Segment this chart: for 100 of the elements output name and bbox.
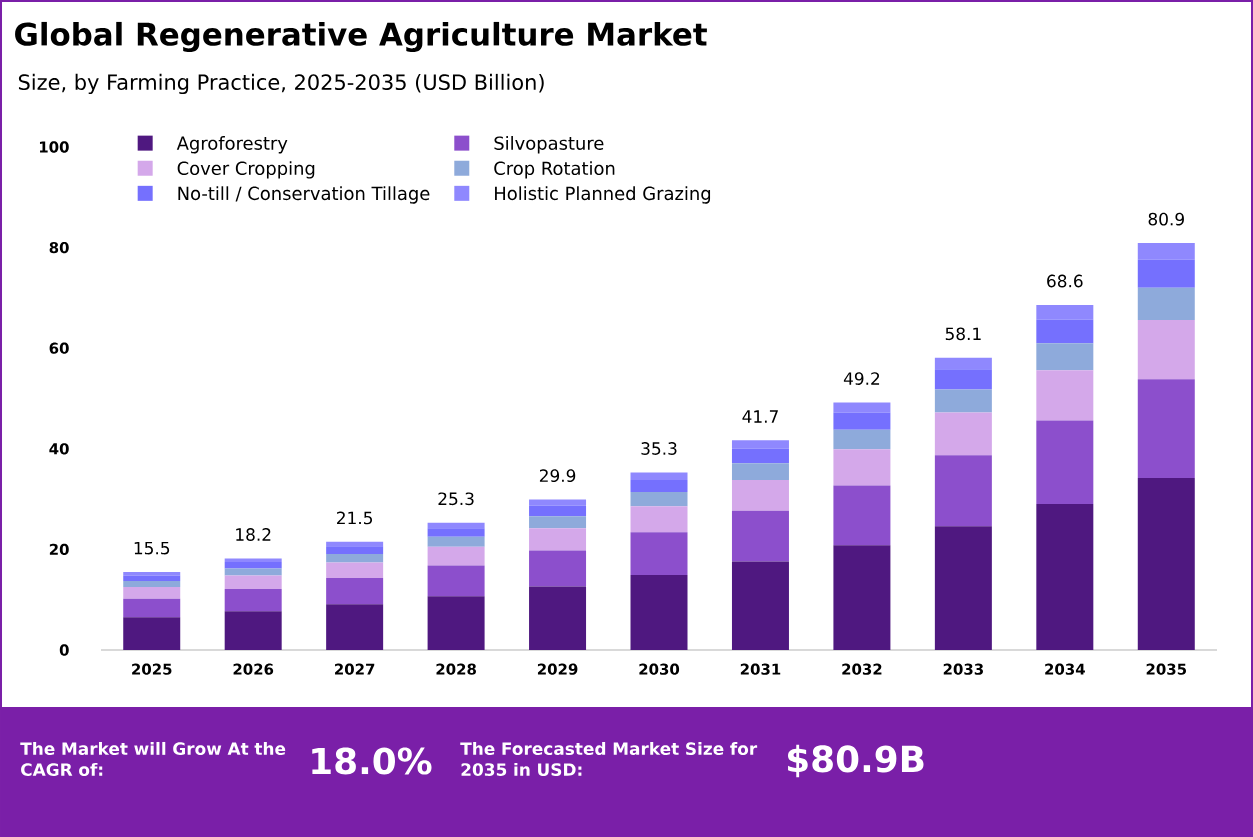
bar [1137, 243, 1195, 260]
bar [427, 596, 485, 650]
bar [934, 455, 992, 527]
x-tick-label: 2028 [436, 663, 476, 675]
bar [833, 429, 891, 450]
bar [833, 402, 891, 413]
bar [630, 492, 688, 507]
bar [529, 586, 587, 650]
bar [1137, 379, 1195, 478]
bar [326, 546, 384, 554]
y-tick-label: 80 [49, 241, 69, 254]
bar [123, 581, 181, 588]
bar [326, 578, 384, 605]
x-tick-label: 2032 [842, 663, 882, 675]
bar [123, 575, 181, 582]
legend-label: Agroforestry [176, 136, 288, 154]
legend-label: Cover Cropping [177, 161, 315, 179]
bar [934, 412, 992, 456]
bar [224, 575, 282, 590]
bar [630, 472, 688, 480]
bar [529, 528, 587, 551]
total-label: 25.3 [438, 492, 474, 506]
legend-label: Holistic Planned Grazing [495, 186, 711, 204]
bar [427, 528, 485, 537]
x-tick-label: 2027 [335, 663, 375, 675]
bar [1137, 259, 1195, 288]
bar [630, 506, 688, 533]
y-tick-label: 40 [49, 443, 69, 455]
bar [1036, 343, 1094, 371]
total-label: 35.3 [641, 442, 677, 455]
bar [630, 479, 688, 493]
bar [1036, 319, 1094, 344]
bar [427, 536, 485, 547]
total-label: 15.5 [134, 541, 170, 555]
text: The Forecasted Market Size for 2035 in USD: [460, 741, 758, 776]
bar [224, 561, 282, 569]
bar [529, 516, 587, 529]
text: The Market will Grow At the CAGR of: [20, 741, 286, 776]
chart-title: Global Regenerative Agriculture Market [15, 21, 707, 53]
bar [630, 575, 688, 650]
text: 18.0% [312, 747, 432, 775]
bar [934, 526, 992, 650]
bar [224, 611, 282, 650]
bar [1137, 287, 1195, 321]
bar [833, 545, 891, 650]
bar [123, 572, 181, 576]
bar [427, 565, 485, 597]
bar [529, 505, 587, 517]
x-tick-label: 2034 [1045, 663, 1085, 675]
bar [731, 440, 789, 449]
bar [731, 448, 789, 464]
y-tick-label: 60 [49, 342, 69, 354]
total-label: 21.5 [337, 511, 373, 525]
legend-label: Silvopasture [494, 136, 604, 154]
bar [731, 561, 789, 650]
bar [934, 389, 992, 413]
bar [326, 604, 384, 650]
bar [123, 598, 181, 618]
bar [326, 553, 384, 563]
bar [1036, 304, 1094, 320]
x-tick-label: 2025 [132, 663, 172, 675]
bar [326, 562, 384, 579]
bar [529, 550, 587, 587]
bar [529, 499, 587, 506]
bar [1036, 420, 1094, 505]
bar [224, 568, 282, 576]
bar [1137, 477, 1195, 650]
x-tick-label: 2029 [537, 663, 578, 675]
bar [427, 546, 485, 566]
bar [731, 510, 789, 562]
bar [934, 369, 992, 390]
total-label: 18.2 [236, 528, 271, 541]
bar [1036, 504, 1094, 650]
y-tick-label: 0 [59, 644, 69, 656]
bar [224, 589, 282, 612]
total-label: 41.7 [742, 410, 778, 423]
legend-label: Crop Rotation [494, 161, 615, 179]
x-tick-label: 2031 [740, 663, 781, 675]
y-tick-label: 20 [49, 543, 69, 556]
bar [123, 587, 181, 599]
text: $80.9B [788, 744, 924, 778]
bar [427, 522, 485, 529]
x-tick-label: 2035 [1146, 663, 1187, 675]
bar [123, 617, 181, 650]
bar [630, 532, 688, 576]
bar [1036, 370, 1094, 421]
total-label: 80.9 [1148, 212, 1184, 226]
bar [224, 558, 282, 562]
bar [731, 479, 789, 511]
total-label: 49.2 [843, 372, 880, 385]
y-tick-label: 100 [39, 141, 69, 153]
bar [731, 463, 789, 480]
bar [833, 485, 891, 546]
total-label: 58.1 [945, 327, 981, 341]
bar [934, 357, 992, 370]
bar [1137, 320, 1195, 380]
legend-label: No-till / Conservation Tillage [178, 186, 430, 204]
chart-subtitle: Size, by Farming Practice, 2025-2035 (USD Billion) [18, 73, 544, 95]
x-tick-label: 2026 [233, 663, 274, 675]
total-label: 68.6 [1047, 274, 1083, 288]
